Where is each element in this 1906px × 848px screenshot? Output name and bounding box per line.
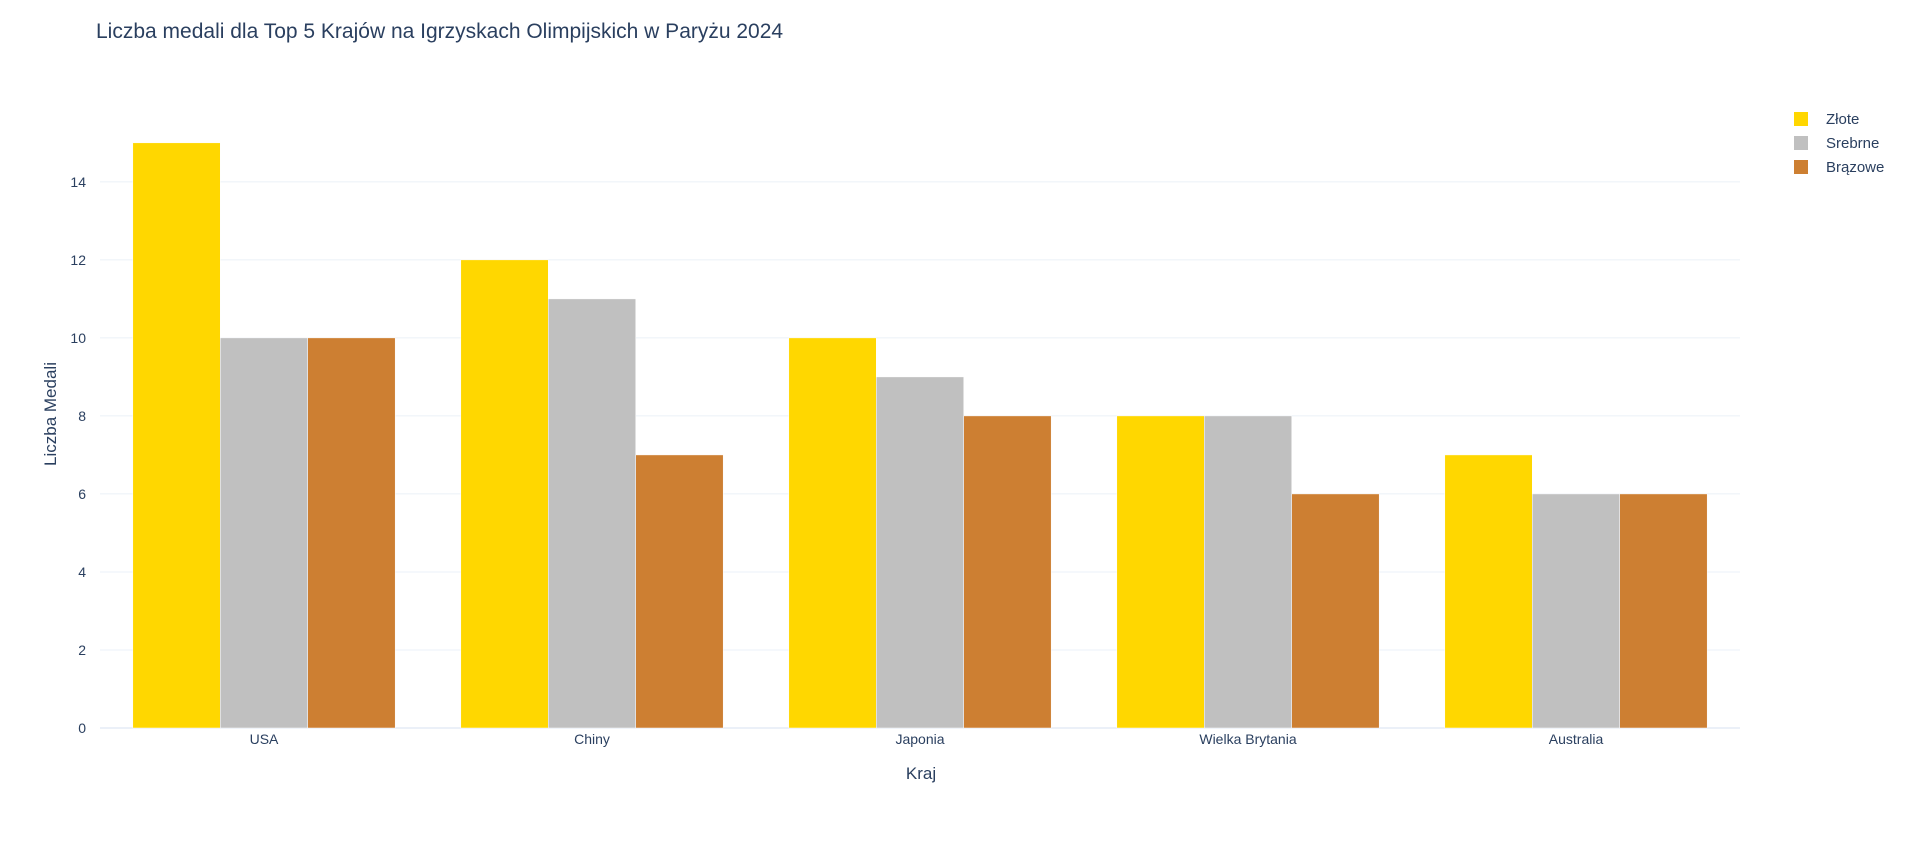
legend-item-złote[interactable]: Złote [1794,111,1859,128]
bar-srebrne-australia[interactable] [1532,493,1620,729]
bar-brązowe-australia[interactable] [1619,493,1708,729]
bar-srebrne-wielka-brytania[interactable] [1204,415,1292,729]
x-tick-label: Chiny [574,731,610,747]
legend-label: Złote [1826,111,1859,128]
legend-label: Srebrne [1826,135,1879,152]
x-tick-label: Australia [1549,731,1604,747]
bar-złote-usa[interactable] [132,142,221,729]
y-tick-label: 10 [70,330,86,346]
y-axis-ticks: 0 2 4 6 8 10 12 14 [70,174,86,736]
y-tick-label: 4 [78,564,86,580]
bar-złote-japonia[interactable] [788,337,877,729]
x-tick-label: Wielka Brytania [1199,731,1296,747]
x-tick-label: Japonia [895,731,944,747]
y-tick-label: 0 [78,720,86,736]
legend-swatch [1794,160,1808,174]
bar-srebrne-usa[interactable] [220,337,308,729]
chart-title: Liczba medali dla Top 5 Krajów na Igrzys… [96,20,783,43]
bar-brązowe-chiny[interactable] [635,454,724,729]
bar-złote-wielka-brytania[interactable] [1116,415,1205,729]
x-tick-label: USA [250,731,279,747]
bar-srebrne-japonia[interactable] [876,376,964,729]
y-axis-title: Liczba Medali [41,362,60,466]
bar-brązowe-wielka-brytania[interactable] [1291,493,1380,729]
bar-złote-chiny[interactable] [460,259,549,729]
y-tick-label: 6 [78,486,86,502]
y-tick-label: 14 [70,174,86,190]
y-tick-label: 12 [70,252,86,268]
bar-brązowe-japonia[interactable] [963,415,1052,729]
bar-brązowe-usa[interactable] [307,337,396,729]
bar-srebrne-chiny[interactable] [548,298,636,729]
bars [132,142,1708,729]
legend-swatch [1794,112,1808,126]
y-tick-label: 2 [78,642,86,658]
legend-swatch [1794,136,1808,150]
legend-item-brązowe[interactable]: Brązowe [1794,159,1884,176]
legend-label: Brązowe [1826,159,1884,176]
x-axis-ticks: USA Chiny Japonia Wielka Brytania Australia [250,731,1604,747]
legend[interactable]: Złote Srebrne Brązowe [1794,111,1884,176]
bar-złote-australia[interactable] [1444,454,1533,729]
x-axis-title: Kraj [906,764,936,783]
y-tick-label: 8 [78,408,86,424]
legend-item-srebrne[interactable]: Srebrne [1794,135,1879,152]
